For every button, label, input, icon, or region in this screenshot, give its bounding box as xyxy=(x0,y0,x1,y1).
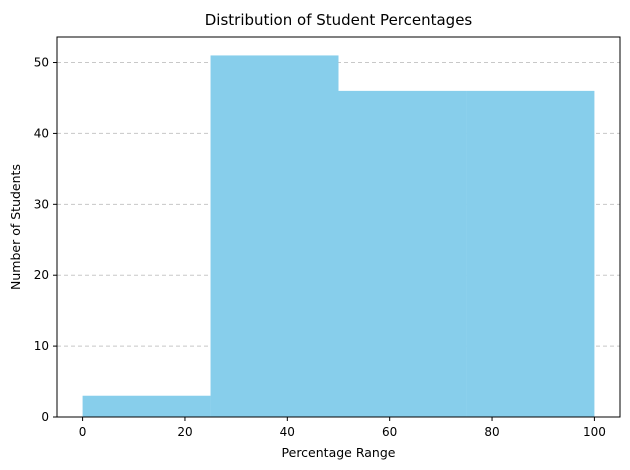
histogram-bar xyxy=(338,90,467,417)
y-tick-label: 50 xyxy=(34,56,49,70)
histogram-bar xyxy=(466,90,595,417)
x-tick-label: 60 xyxy=(382,425,397,439)
histogram-bars xyxy=(82,55,595,418)
x-axis-label: Percentage Range xyxy=(282,445,396,460)
x-tick-label: 80 xyxy=(484,425,499,439)
x-tick-label: 20 xyxy=(177,425,192,439)
x-axis-ticks: 0 20 40 60 80 100 xyxy=(79,417,606,439)
y-tick-label: 30 xyxy=(34,197,49,211)
plot-frame xyxy=(56,36,621,418)
y-tick-label: 40 xyxy=(34,126,49,140)
y-tick-label: 0 xyxy=(41,410,49,424)
x-tick-label: 100 xyxy=(583,425,606,439)
histogram-bar xyxy=(210,55,339,418)
chart-title: Distribution of Student Percentages xyxy=(205,11,473,29)
x-tick-label: 40 xyxy=(280,425,295,439)
y-tick-label: 20 xyxy=(34,268,49,282)
y-axis-ticks: 0 10 20 30 40 50 xyxy=(34,56,57,424)
y-tick-label: 10 xyxy=(34,339,49,353)
x-tick-label: 0 xyxy=(79,425,87,439)
histogram-bar xyxy=(82,395,211,417)
y-axis-label: Number of Students xyxy=(8,164,23,290)
